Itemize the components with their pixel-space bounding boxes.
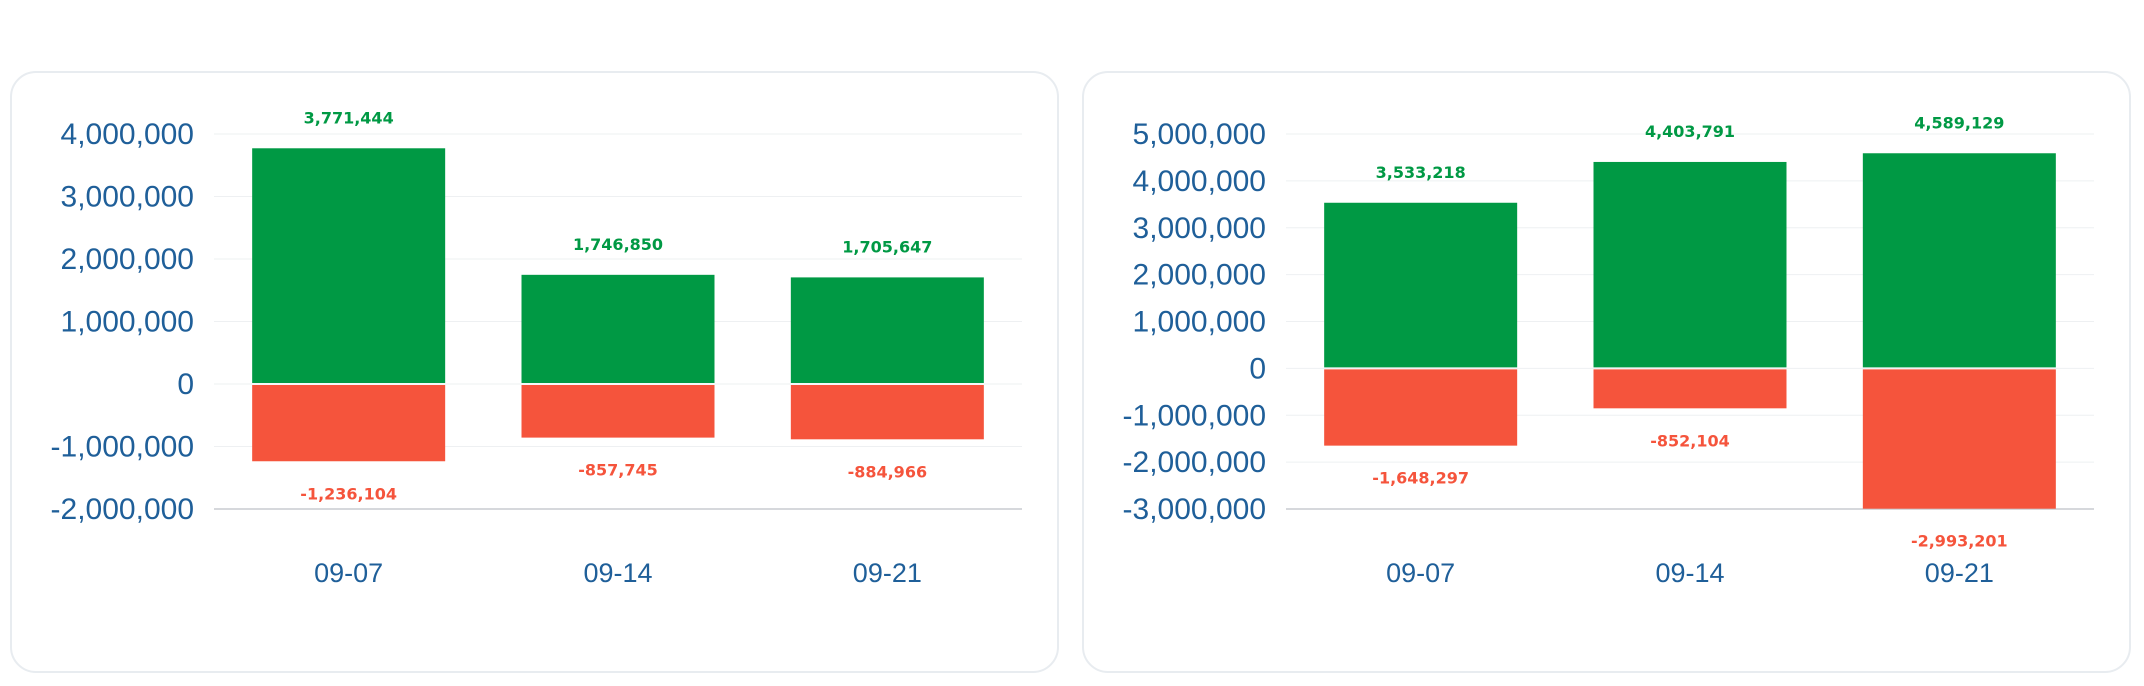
chart2-ytick-label: 2,000,000 bbox=[1133, 259, 1266, 292]
chart2-ytick-label: -2,000,000 bbox=[1123, 446, 1266, 479]
chart2-ytick-label: 3,000,000 bbox=[1133, 212, 1266, 245]
chart1-xtick-label: 09-07 bbox=[314, 558, 383, 588]
chart1-bar-negative bbox=[790, 385, 984, 440]
chart1-bar-positive bbox=[790, 277, 984, 383]
chart1-bar-negative bbox=[252, 385, 446, 462]
chart1-data-label-negative: -884,966 bbox=[848, 462, 928, 481]
chart2-xtick-label: 09-21 bbox=[1925, 558, 1994, 588]
bar-chart-left: 4,000,000 3,000,000 2,000,000 1,000,000 0 -1,… bbox=[51, 108, 1022, 588]
chart2-data-label-negative: -852,104 bbox=[1650, 431, 1730, 450]
chart2-data-label-negative: -1,648,297 bbox=[1372, 469, 1469, 488]
chart2-ytick-label: 5,000,000 bbox=[1133, 118, 1266, 151]
chart1-ytick-label: 3,000,000 bbox=[61, 181, 194, 214]
chart1-data-label-negative: -1,236,104 bbox=[300, 484, 397, 503]
chart-card-right: 5,000,000 4,000,000 3,000,000 2,000,000 1,00… bbox=[1082, 71, 2131, 673]
chart2-ytick-label: 0 bbox=[1249, 352, 1266, 385]
chart1-ytick-label: -1,000,000 bbox=[51, 431, 194, 464]
chart2-bar-negative bbox=[1862, 369, 2056, 509]
chart2-ytick-label: 1,000,000 bbox=[1133, 306, 1266, 339]
chart1-xtick-label: 09-21 bbox=[853, 558, 922, 588]
chart2-data-label-positive: 3,533,218 bbox=[1376, 163, 1466, 182]
chart2-data-label-positive: 4,403,791 bbox=[1645, 122, 1735, 141]
chart1-bar-positive bbox=[521, 274, 715, 383]
chart1-data-label-positive: 3,771,444 bbox=[304, 108, 394, 127]
chart2-data-label-negative: -2,993,201 bbox=[1911, 532, 2008, 551]
chart2-bar-negative bbox=[1593, 369, 1787, 409]
chart2-ytick-label: -1,000,000 bbox=[1123, 399, 1266, 432]
chart1-ytick-label: 0 bbox=[177, 368, 194, 401]
chart1-ytick-label: 4,000,000 bbox=[61, 118, 194, 151]
chart-card-left: 4,000,000 3,000,000 2,000,000 1,000,000 0 -1,… bbox=[10, 71, 1059, 673]
chart2-ytick-label: 4,000,000 bbox=[1133, 165, 1266, 198]
chart2-xtick-label: 09-14 bbox=[1655, 558, 1724, 588]
chart1-bar-negative bbox=[521, 385, 715, 438]
chart1-bar-positive bbox=[252, 148, 446, 383]
chart2-bar-negative bbox=[1324, 369, 1518, 446]
chart1-xtick-label: 09-14 bbox=[583, 558, 652, 588]
chart1-ytick-label: 1,000,000 bbox=[61, 306, 194, 339]
chart2-bar-positive bbox=[1593, 161, 1787, 368]
chart2-ytick-label: -3,000,000 bbox=[1123, 493, 1266, 526]
bar-chart-right: 5,000,000 4,000,000 3,000,000 2,000,000 1,00… bbox=[1123, 113, 2094, 588]
chart1-ytick-label: -2,000,000 bbox=[51, 493, 194, 526]
chart2-bar-positive bbox=[1324, 202, 1518, 368]
chart2-xtick-label: 09-07 bbox=[1386, 558, 1455, 588]
chart1-data-label-negative: -857,745 bbox=[578, 461, 658, 480]
chart2-bar-positive bbox=[1862, 153, 2056, 368]
chart2-data-label-positive: 4,589,129 bbox=[1914, 113, 2004, 132]
chart1-ytick-label: 2,000,000 bbox=[61, 243, 194, 276]
chart1-data-label-positive: 1,746,850 bbox=[573, 235, 663, 254]
chart1-data-label-positive: 1,705,647 bbox=[842, 237, 932, 256]
